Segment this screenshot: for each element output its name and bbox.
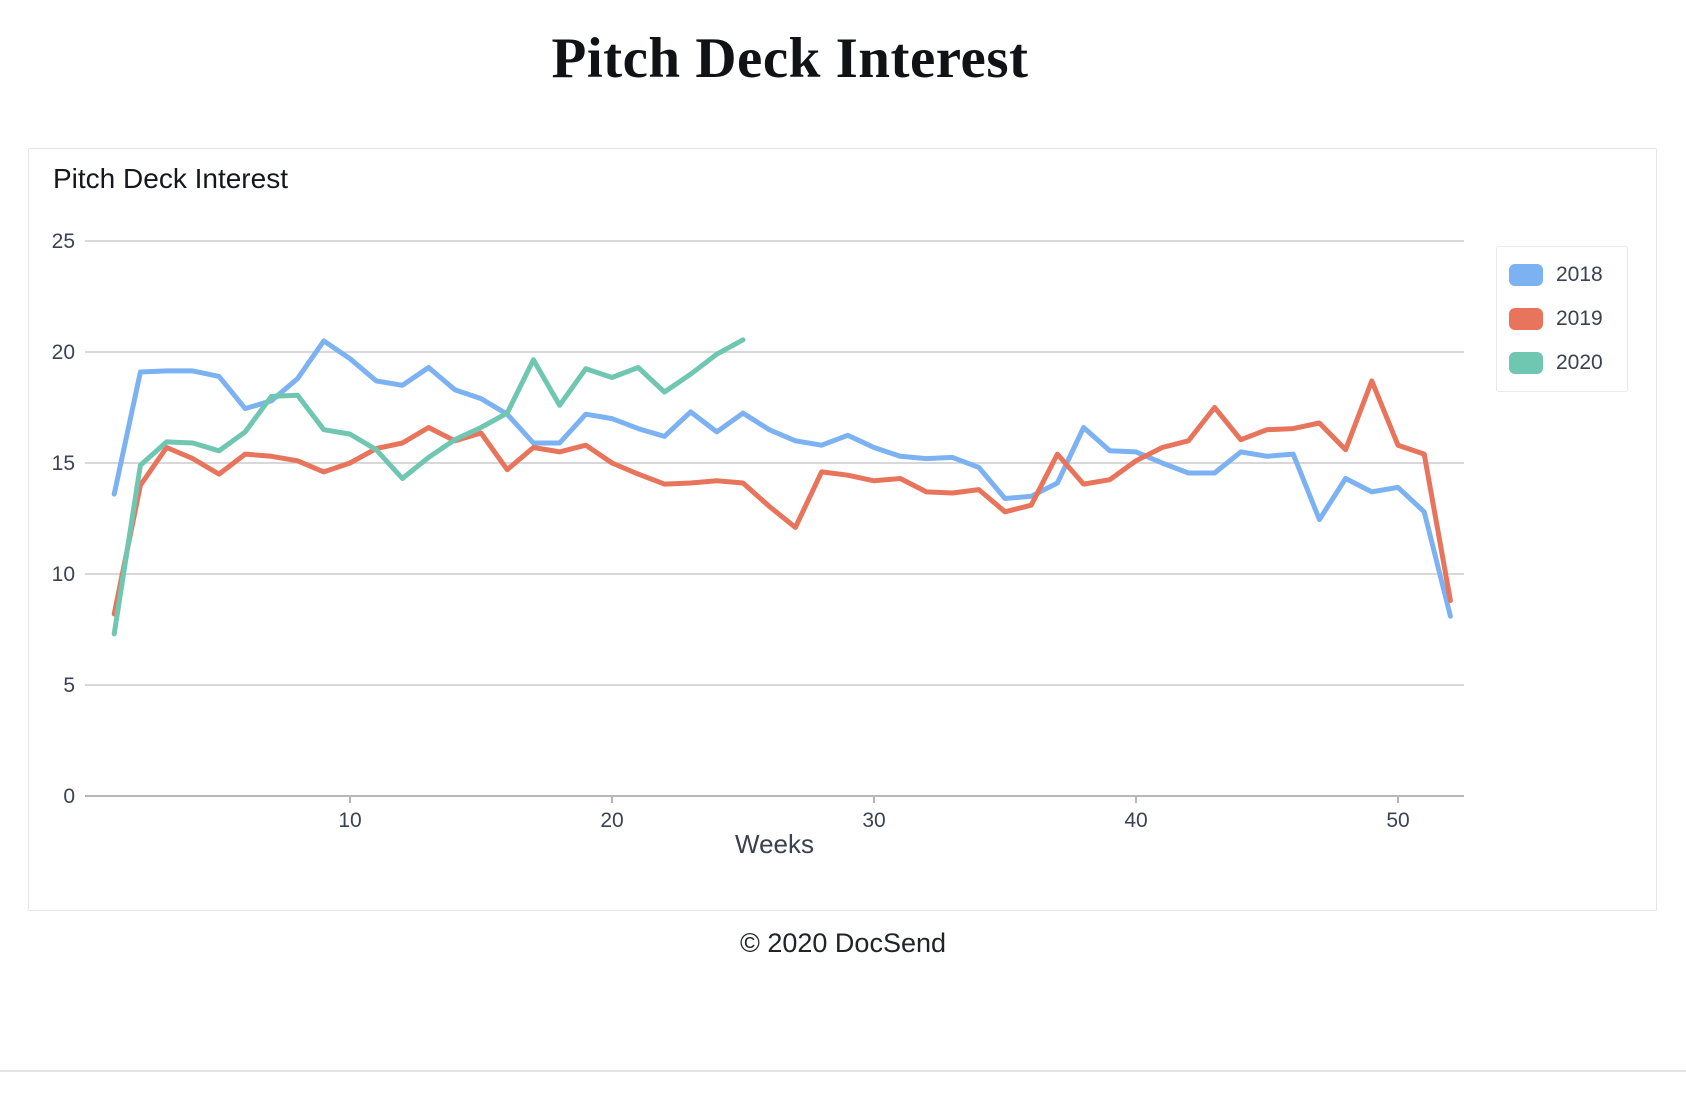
legend-item-2019[interactable]: 2019 xyxy=(1509,307,1627,331)
x-tick-label-20: 20 xyxy=(600,809,623,832)
x-axis-title: Weeks xyxy=(735,829,814,859)
x-tick-label-50: 50 xyxy=(1386,809,1409,832)
series-line-2020 xyxy=(111,337,746,637)
legend-item-2020[interactable]: 2020 xyxy=(1509,351,1627,375)
legend: 2018 2019 2020 xyxy=(1496,246,1628,392)
legend-label-2020: 2020 xyxy=(1556,351,1603,374)
y-tick-label-10: 10 xyxy=(52,563,75,586)
page-title: Pitch Deck Interest xyxy=(551,27,1029,90)
x-tick-label-40: 40 xyxy=(1124,809,1147,832)
series-line-2018 xyxy=(111,338,1453,619)
chart-svg: 0 5 10 15 20 25 10 20 30 40 50 xyxy=(52,230,1464,832)
y-tick-label-5: 5 xyxy=(63,674,75,697)
legend-label-2018: 2018 xyxy=(1556,263,1603,286)
y-tick-label-20: 20 xyxy=(52,341,75,364)
legend-swatch-2020 xyxy=(1509,352,1543,374)
legend-label-2019: 2019 xyxy=(1556,307,1603,330)
x-tick-label-30: 30 xyxy=(862,809,885,832)
x-tick-label-10: 10 xyxy=(338,809,361,832)
y-tick-label-0: 0 xyxy=(63,785,75,808)
y-tick-label-25: 25 xyxy=(52,230,75,253)
footer-copyright: © 2020 DocSend xyxy=(739,928,947,958)
chart-title: Pitch Deck Interest xyxy=(53,163,288,194)
y-tick-label-15: 15 xyxy=(52,452,75,475)
bottom-divider xyxy=(0,1070,1686,1072)
series-line-2019 xyxy=(111,378,1453,617)
legend-item-2018[interactable]: 2018 xyxy=(1509,263,1627,287)
legend-swatch-2018 xyxy=(1509,264,1543,286)
legend-swatch-2019 xyxy=(1509,308,1543,330)
chart-card: 0 5 10 15 20 25 10 20 30 40 50 Pitch Deck Interest… xyxy=(28,148,1657,911)
